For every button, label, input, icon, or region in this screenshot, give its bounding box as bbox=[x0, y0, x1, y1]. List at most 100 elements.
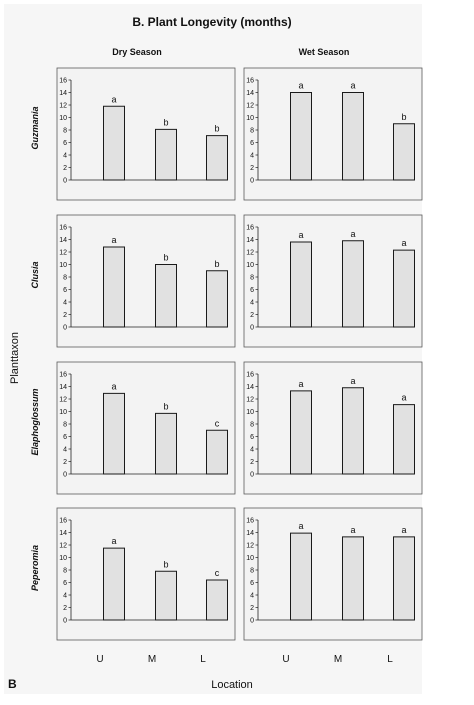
y-tick-label: 12 bbox=[246, 103, 254, 110]
y-tick-label: 8 bbox=[63, 128, 67, 135]
y-tick-label: 8 bbox=[250, 568, 254, 575]
y-tick-label: 2 bbox=[63, 459, 67, 466]
x-category-label-m-wet: M bbox=[334, 654, 342, 665]
y-tick-label: 16 bbox=[246, 372, 254, 379]
bar-letter-l: c bbox=[215, 418, 220, 428]
y-tick-label: 4 bbox=[250, 593, 254, 600]
y-tick-label: 8 bbox=[250, 128, 254, 135]
panel-frame bbox=[243, 214, 423, 348]
panel-elaphoglossum-wet: 0 2 4 6 8 10 12 14 16 a a a bbox=[243, 361, 423, 495]
bar-letter-u: a bbox=[111, 235, 116, 245]
y-tick-label: 6 bbox=[63, 434, 67, 441]
panel-elaphoglossum-dry: 0 2 4 6 8 10 12 14 16 a b c bbox=[56, 361, 236, 495]
panel-clusia-dry: 0 2 4 6 8 10 12 14 16 a b b bbox=[56, 214, 236, 348]
y-tick-label: 10 bbox=[59, 262, 67, 269]
bar-m bbox=[342, 387, 364, 475]
row-label-peperomia: Peperomia bbox=[30, 545, 40, 591]
y-tick-label: 10 bbox=[59, 409, 67, 416]
bar-letter-u: a bbox=[111, 381, 116, 391]
bar-l bbox=[393, 249, 415, 328]
panel-frame bbox=[56, 214, 236, 348]
bar-letter-m: b bbox=[163, 401, 168, 411]
y-tick-label: 8 bbox=[63, 568, 67, 575]
x-category-label-l-dry: L bbox=[200, 654, 206, 665]
y-tick-label: 6 bbox=[250, 140, 254, 147]
y-tick-label: 4 bbox=[63, 300, 67, 307]
y-tick-label: 2 bbox=[250, 605, 254, 612]
bar-u bbox=[290, 390, 312, 475]
y-tick-label: 0 bbox=[63, 472, 67, 479]
y-tick-label: 4 bbox=[250, 300, 254, 307]
y-tick-label: 6 bbox=[250, 580, 254, 587]
y-tick-label: 10 bbox=[246, 262, 254, 269]
y-tick-label: 0 bbox=[63, 325, 67, 332]
bar-l bbox=[206, 135, 228, 181]
row-axis-label: Planttaxon bbox=[9, 332, 21, 384]
y-tick-label: 16 bbox=[59, 225, 67, 232]
column-header-dry: Dry Season bbox=[112, 47, 162, 57]
column-header-wet: Wet Season bbox=[299, 47, 350, 57]
bar-letter-l: b bbox=[214, 124, 219, 134]
y-tick-label: 12 bbox=[246, 250, 254, 257]
bar-letter-u: a bbox=[298, 230, 303, 240]
bar-letter-m: a bbox=[350, 81, 355, 91]
panel-clusia-wet: 0 2 4 6 8 10 12 14 16 a a a bbox=[243, 214, 423, 348]
bar-u bbox=[290, 241, 312, 328]
y-tick-label: 14 bbox=[246, 530, 254, 537]
x-axis-label: Location bbox=[211, 679, 253, 691]
bar-letter-m: b bbox=[163, 253, 168, 263]
y-tick-label: 2 bbox=[63, 165, 67, 172]
y-tick-label: 4 bbox=[63, 153, 67, 160]
bar-m bbox=[342, 92, 364, 181]
bar-letter-m: b bbox=[163, 117, 168, 127]
figure-title: B. Plant Longevity (months) bbox=[132, 15, 291, 29]
panels-layer: 0 2 4 6 8 10 12 14 16 a b b 0 2 4 6 8 10 12 14 16 a a b 0 2 4 6 8 10 1… bbox=[56, 67, 423, 641]
bar-l bbox=[393, 536, 415, 621]
y-tick-label: 2 bbox=[63, 605, 67, 612]
bar-letter-u: a bbox=[111, 536, 116, 546]
bar-l bbox=[206, 579, 228, 621]
y-tick-label: 14 bbox=[59, 384, 67, 391]
x-category-label-u-dry: U bbox=[96, 654, 103, 665]
y-tick-label: 0 bbox=[250, 472, 254, 479]
bar-m bbox=[155, 570, 177, 621]
y-tick-label: 6 bbox=[63, 140, 67, 147]
y-tick-label: 12 bbox=[59, 103, 67, 110]
y-tick-label: 16 bbox=[59, 518, 67, 525]
y-tick-label: 2 bbox=[63, 312, 67, 319]
y-tick-label: 10 bbox=[59, 555, 67, 562]
y-tick-label: 14 bbox=[246, 90, 254, 97]
y-tick-label: 14 bbox=[246, 384, 254, 391]
y-tick-label: 4 bbox=[63, 447, 67, 454]
bar-letter-l: c bbox=[215, 568, 220, 578]
panel-letter: B bbox=[8, 677, 17, 691]
y-tick-label: 2 bbox=[250, 459, 254, 466]
y-tick-label: 8 bbox=[63, 422, 67, 429]
x-category-label-m-dry: M bbox=[148, 654, 156, 665]
bar-u bbox=[103, 547, 125, 621]
row-label-guzmania: Guzmania bbox=[30, 106, 40, 149]
bar-letter-m: a bbox=[350, 376, 355, 386]
bar-letter-u: a bbox=[111, 94, 116, 104]
y-tick-label: 14 bbox=[246, 237, 254, 244]
y-tick-label: 10 bbox=[246, 409, 254, 416]
y-tick-label: 14 bbox=[59, 237, 67, 244]
panel-frame bbox=[56, 507, 236, 641]
bar-letter-m: a bbox=[350, 525, 355, 535]
y-tick-label: 2 bbox=[250, 165, 254, 172]
y-tick-label: 10 bbox=[246, 115, 254, 122]
y-tick-label: 0 bbox=[250, 325, 254, 332]
bar-m bbox=[342, 240, 364, 328]
panel-frame bbox=[56, 67, 236, 201]
y-tick-label: 2 bbox=[250, 312, 254, 319]
y-tick-label: 0 bbox=[63, 618, 67, 625]
bar-m bbox=[155, 264, 177, 328]
y-tick-label: 6 bbox=[250, 434, 254, 441]
y-tick-label: 6 bbox=[63, 580, 67, 587]
row-label-clusia: Clusia bbox=[30, 261, 40, 288]
y-tick-label: 6 bbox=[63, 287, 67, 294]
y-tick-label: 16 bbox=[59, 78, 67, 85]
bar-letter-u: a bbox=[298, 521, 303, 531]
bar-m bbox=[155, 128, 177, 181]
